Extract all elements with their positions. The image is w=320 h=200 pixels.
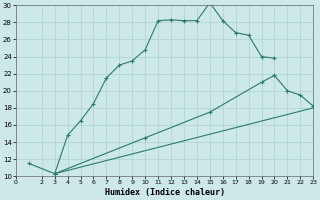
- X-axis label: Humidex (Indice chaleur): Humidex (Indice chaleur): [105, 188, 225, 197]
